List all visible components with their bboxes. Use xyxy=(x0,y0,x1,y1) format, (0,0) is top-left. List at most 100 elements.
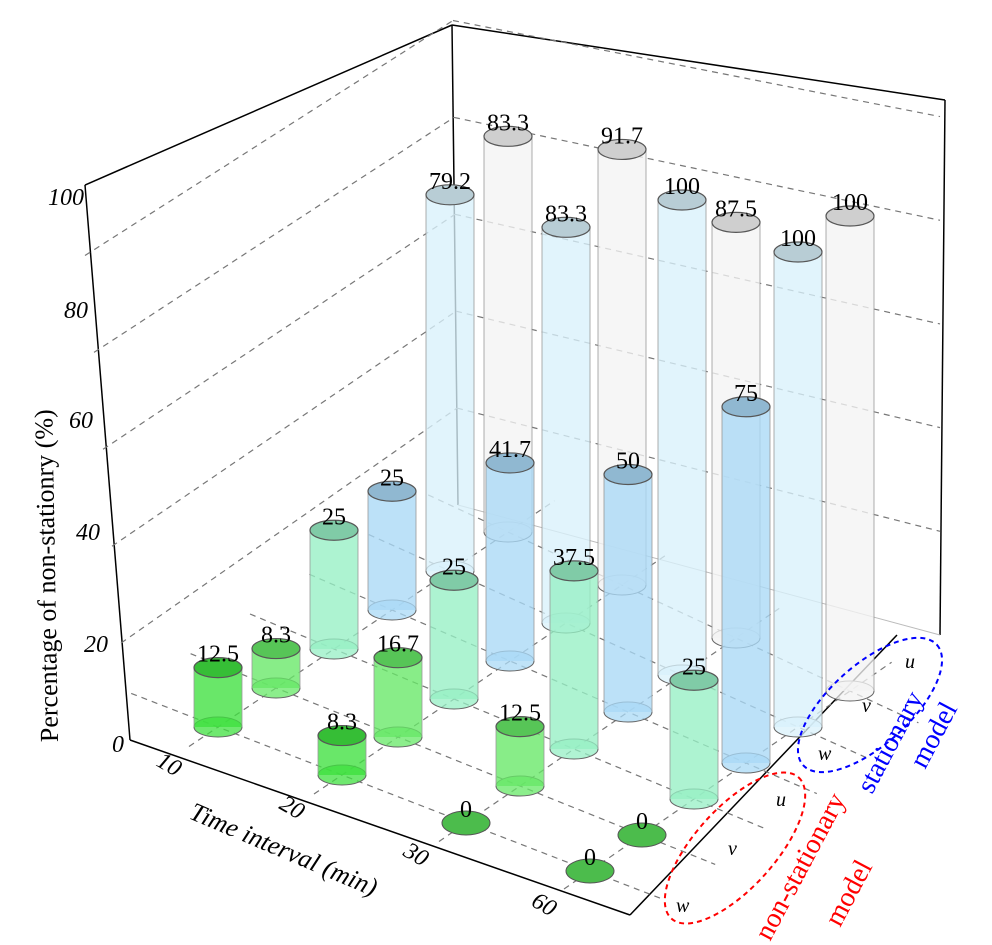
bar-cylinder: 41.7 xyxy=(485,437,535,672)
row-tick-label: v xyxy=(862,695,871,717)
bar-value-label: 83.3 xyxy=(545,201,587,227)
bar-body xyxy=(604,474,652,712)
bar-cylinder: 0 xyxy=(617,809,667,848)
z-tick-label: 20 xyxy=(84,632,108,658)
bar-value-label: 100 xyxy=(832,190,868,216)
row-tick-label: u xyxy=(776,789,786,811)
bar-top xyxy=(669,669,719,691)
bar-zero-disc xyxy=(617,822,667,848)
bar-top xyxy=(657,189,707,211)
bar-body xyxy=(542,227,590,623)
bar-value-label: 25 xyxy=(322,504,346,530)
bar-cylinder: 25 xyxy=(429,554,479,710)
bar-cylinder: 75 xyxy=(721,381,771,774)
bar-cylinder: 83.3 xyxy=(541,201,591,634)
bar-cylinder: 8.3 xyxy=(317,710,367,786)
bar-top xyxy=(251,637,301,660)
bar-value-label: 75 xyxy=(734,381,758,407)
bar-top xyxy=(429,569,479,591)
z-tick-label: 40 xyxy=(76,520,100,546)
bar-cylinder: 12.5 xyxy=(193,642,243,738)
bar-top xyxy=(485,452,535,474)
row-tick-label: w xyxy=(676,895,690,917)
bar-value-label: 91.7 xyxy=(601,123,643,149)
bar-body xyxy=(826,216,874,691)
bar-cylinder: 25 xyxy=(669,654,719,810)
wall-grid-line xyxy=(454,213,941,325)
bar-body xyxy=(722,406,770,763)
bar-top xyxy=(483,125,533,147)
bar-cylinder: 0 xyxy=(441,797,491,836)
bar-top xyxy=(721,396,771,418)
bar-top xyxy=(495,716,545,738)
bar-body xyxy=(426,194,474,572)
bar-top xyxy=(425,184,475,206)
x-tick-label: 30 xyxy=(398,837,433,872)
z-tick-label: 80 xyxy=(64,298,88,324)
bar-top xyxy=(773,241,823,263)
bar-cylinder: 8.3 xyxy=(251,623,301,699)
bar-value-label: 0 xyxy=(584,845,596,871)
bar-body xyxy=(486,462,534,661)
bar-value-label: 0 xyxy=(460,797,472,823)
bar-value-label: 25 xyxy=(380,465,404,491)
stat-group-ellipse xyxy=(796,636,944,774)
bar-value-label: 41.7 xyxy=(489,437,531,463)
nonstat-group-ellipse xyxy=(663,771,807,925)
bar-value-label: 83.3 xyxy=(487,110,529,136)
bar-cylinder: 79.2 xyxy=(425,169,475,582)
wall-grid-line xyxy=(120,407,458,644)
bar-zero-disc xyxy=(441,810,491,836)
bar-value-label: 0 xyxy=(636,809,648,835)
bar-value-label: 12.5 xyxy=(197,642,239,668)
nonstat-group-label-2: model xyxy=(819,855,879,932)
bar-top xyxy=(711,211,761,233)
x-tick-label: 20 xyxy=(275,791,309,826)
y-axis-label: Percentage of non-stationry (%) xyxy=(29,409,64,742)
bar-body xyxy=(670,680,718,799)
wall-grid-line xyxy=(452,19,941,118)
wall-grid-line xyxy=(84,19,454,257)
bar-body xyxy=(374,657,422,737)
bar-cylinder: 16.7 xyxy=(373,632,423,748)
bar-top xyxy=(309,519,359,541)
bar-value-label: 100 xyxy=(780,226,816,252)
bar-body xyxy=(774,252,822,727)
x-tick-label: 60 xyxy=(527,888,561,923)
bar-body xyxy=(550,570,598,749)
bar-top xyxy=(825,205,875,227)
row-tick-label: w xyxy=(818,743,832,765)
bar-cylinder: 50 xyxy=(603,449,653,723)
bar-value-label: 50 xyxy=(616,449,640,475)
wall-grid-line xyxy=(455,310,941,429)
bar-top xyxy=(541,216,591,238)
bar-body xyxy=(658,200,706,675)
floor-grid-line xyxy=(563,661,892,890)
z-tick-label: 100 xyxy=(48,185,84,211)
bar-value-label: 79.2 xyxy=(429,169,471,195)
bar-cylinder: 25 xyxy=(309,504,359,660)
bar-value-label: 8.3 xyxy=(327,710,357,736)
bar-cylinder: 100 xyxy=(657,174,707,686)
bar-value-label: 37.5 xyxy=(553,545,595,571)
bar-top xyxy=(317,724,367,747)
bar-body xyxy=(430,580,478,699)
wall-grid-line xyxy=(111,310,457,547)
bar-zero-disc xyxy=(565,858,615,884)
bar-value-label: 12.5 xyxy=(499,701,541,727)
bar-value-label: 87.5 xyxy=(715,196,757,222)
bar-body xyxy=(310,530,358,649)
bar-top xyxy=(367,480,417,502)
bar-cylinder: 100 xyxy=(773,226,823,738)
bar-value-label: 100 xyxy=(664,174,700,200)
bar-value-label: 25 xyxy=(442,554,466,580)
bar-value-label: 25 xyxy=(682,654,706,680)
bar-cylinder: 100 xyxy=(825,190,875,702)
row-tick-label: u xyxy=(905,651,915,673)
wall-grid-line xyxy=(102,213,456,450)
bar-top xyxy=(549,560,599,582)
z-tick-label: 0 xyxy=(112,732,124,758)
bar-top xyxy=(373,647,423,669)
